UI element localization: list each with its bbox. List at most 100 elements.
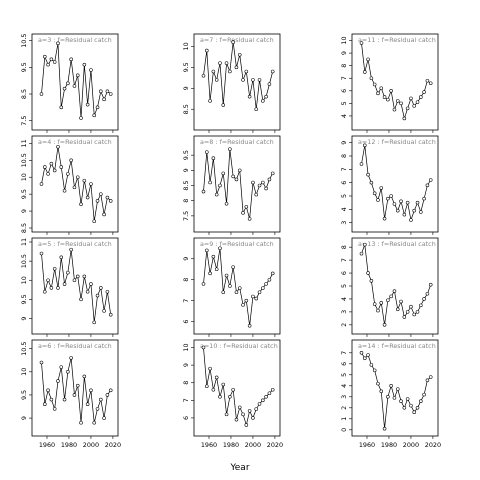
data-point — [270, 387, 275, 392]
data-point — [382, 426, 387, 431]
data-point — [89, 182, 93, 186]
data-point — [415, 100, 420, 104]
y-tick-label: 10.5 — [20, 342, 28, 356]
data-point — [79, 116, 83, 120]
y-tick-label: 10 — [20, 173, 28, 181]
data-point — [231, 40, 235, 44]
data-point — [264, 282, 268, 286]
y-tick-label: 6 — [340, 89, 348, 93]
data-point — [59, 365, 64, 369]
y-tick-label: 11 — [20, 238, 28, 246]
data-point — [425, 183, 430, 188]
data-point — [205, 384, 209, 389]
data-point — [218, 61, 222, 65]
data-point — [49, 57, 54, 62]
y-tick-label: 6 — [182, 320, 190, 324]
data-point — [386, 298, 390, 303]
data-point — [386, 395, 390, 399]
data-point — [237, 52, 242, 57]
panel-title: a=14 : f=Residual catch — [358, 342, 436, 350]
data-point — [386, 97, 390, 102]
data-point — [82, 62, 87, 67]
data-point — [267, 277, 272, 282]
panel-title: a=3 : f=Residual catch — [38, 36, 112, 44]
data-point — [392, 289, 397, 293]
data-point — [82, 178, 87, 183]
data-point — [105, 289, 110, 294]
y-tick-label: 9 — [182, 168, 190, 172]
data-point — [359, 162, 364, 166]
data-point — [56, 286, 60, 290]
data-point — [231, 265, 235, 269]
y-tick-label: 7 — [340, 167, 348, 171]
data-point — [241, 211, 245, 215]
data-point — [389, 194, 393, 198]
data-point — [267, 391, 272, 396]
data-point — [363, 143, 367, 148]
data-point — [208, 366, 212, 371]
data-point — [425, 378, 430, 383]
chart-panel: a=3 : f=Residual catch 7.5 8.5 9.5 10.5 — [20, 33, 119, 133]
data-point — [79, 297, 83, 302]
data-point — [92, 113, 97, 118]
data-point — [39, 360, 44, 365]
data-point — [92, 219, 97, 224]
chart-panel: a=11 : f=Residual catch 4 5 6 7 8 9 10 — [340, 33, 439, 133]
panel-title: a=8 : f=Residual catch — [200, 138, 274, 146]
data-point — [359, 41, 364, 45]
data-point — [251, 78, 255, 82]
y-tick-label: 8.5 — [182, 180, 190, 190]
data-point — [382, 216, 387, 221]
data-point — [264, 395, 268, 399]
y-tick-label: 8.5 — [20, 223, 28, 233]
y-tick-label: 8 — [182, 199, 190, 203]
data-point — [66, 270, 70, 275]
data-point — [402, 315, 407, 319]
data-point — [201, 189, 206, 194]
data-point — [399, 101, 403, 106]
data-point — [412, 104, 417, 108]
data-point — [379, 86, 384, 91]
data-point — [261, 398, 265, 403]
data-point — [409, 304, 413, 309]
data-point — [247, 94, 252, 99]
data-point — [405, 200, 410, 205]
data-point — [228, 147, 232, 151]
panel-frame — [31, 33, 119, 131]
data-point — [409, 218, 413, 222]
panel-title: a=5 : f=Residual catch — [38, 240, 112, 248]
data-point — [412, 208, 417, 213]
chart-panel: a=4 : f=Residual catch 8.5 9 9.5 10 10.5 11 — [20, 135, 119, 235]
y-tick-label: 6 — [182, 416, 190, 420]
data-point — [75, 383, 80, 388]
data-point — [99, 397, 103, 402]
data-point — [234, 65, 239, 70]
data-point — [419, 399, 423, 403]
data-point — [95, 105, 100, 110]
data-point — [108, 388, 113, 393]
data-point — [254, 192, 259, 197]
data-point — [241, 78, 245, 82]
y-tick-label: 9 — [182, 86, 190, 90]
data-point — [405, 106, 410, 111]
data-point — [395, 307, 400, 312]
data-point — [59, 255, 64, 260]
data-point — [201, 282, 206, 286]
data-point — [247, 217, 252, 221]
data-point — [52, 168, 57, 173]
y-tick-label: 9.5 — [20, 62, 28, 72]
y-tick-label: 6 — [340, 362, 348, 366]
x-tick-label: 2020 — [425, 441, 441, 449]
data-point — [82, 274, 87, 279]
data-point — [208, 99, 212, 103]
data-point — [405, 310, 410, 314]
data-point — [412, 410, 417, 414]
data-point — [105, 393, 110, 397]
data-point — [211, 69, 216, 74]
y-tick-label: 10.5 — [20, 254, 28, 268]
data-point — [69, 356, 73, 360]
data-point — [247, 409, 252, 413]
y-tick-label: 9 — [182, 363, 190, 367]
data-point — [244, 69, 249, 74]
y-tick-label: 9.5 — [182, 62, 190, 72]
